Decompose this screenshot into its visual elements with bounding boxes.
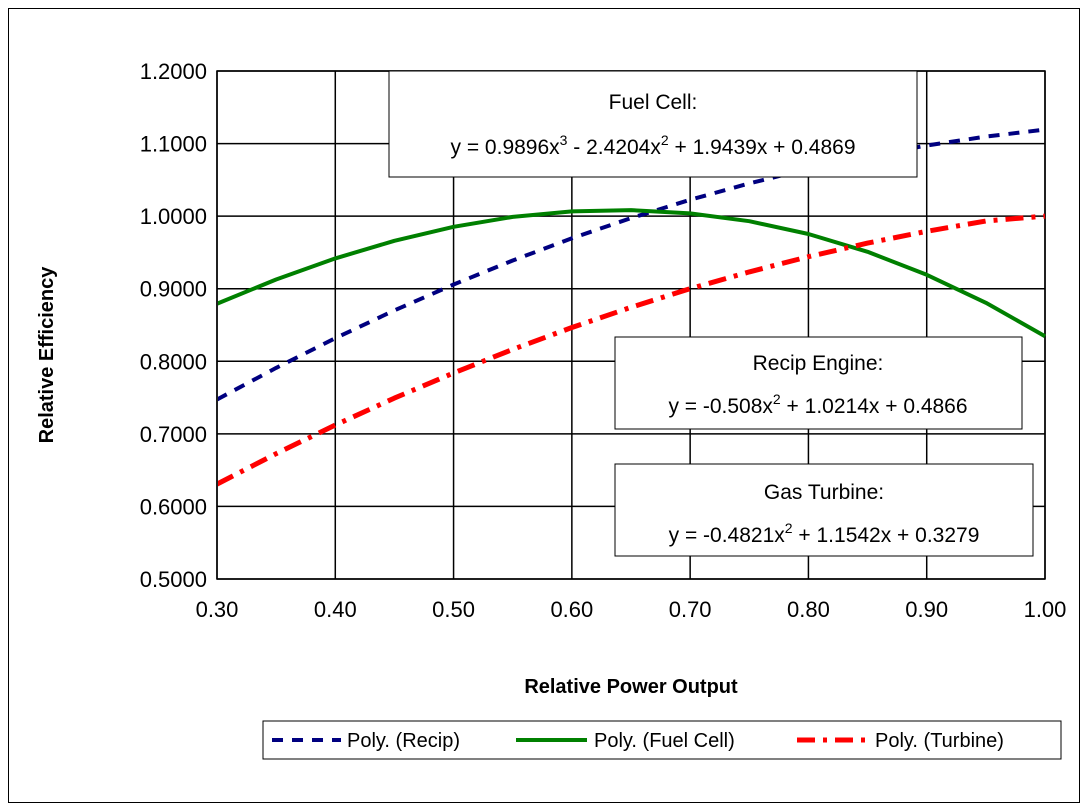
y-tick-label-1: 0.6000: [140, 494, 207, 519]
y-tick-label-2: 0.7000: [140, 422, 207, 447]
x-tick-label-6: 0.90: [905, 597, 948, 622]
x-tick-label-1: 0.40: [314, 597, 357, 622]
x-tick-label-4: 0.70: [669, 597, 712, 622]
annotation-turbine: Gas Turbine: y = -0.4821x2 + 1.1542x + 0…: [614, 463, 1034, 557]
annotation-fuel-cell-equation: y = 0.9896x3 - 2.4204x2 + 1.9439x + 0.48…: [451, 132, 856, 159]
x-tick-label-7: 1.00: [1024, 597, 1067, 622]
annotation-fuel-cell-label: Fuel Cell:: [609, 91, 698, 114]
y-tick-label-4: 0.9000: [140, 277, 207, 302]
y-tick-label-3: 0.8000: [140, 349, 207, 374]
chart-svg: 0.30 0.40 0.50 0.60 0.70 0.80 0.90 1.00 0.5000 0.…: [36, 59, 1067, 760]
x-tick-label-5: 0.80: [787, 597, 830, 622]
annotation-turbine-label: Gas Turbine:: [764, 481, 884, 504]
y-tick-label-7: 1.2000: [140, 59, 207, 84]
y-tick-label-6: 1.1000: [140, 132, 207, 157]
y-tick-label-5: 1.0000: [140, 204, 207, 229]
legend-label-recip: Poly. (Recip): [347, 730, 460, 752]
legend-item-fuel-cell: Poly. (Fuel Cell): [516, 730, 735, 752]
series-fuel-cell-line: [218, 208, 1046, 338]
y-axis-label: Relative Efficiency: [36, 266, 58, 444]
x-axis-label: Relative Power Output: [524, 676, 738, 698]
y-tick-label-0: 0.5000: [140, 567, 207, 592]
annotation-recip-equation: y = -0.508x2 + 1.0214x + 0.4866: [668, 391, 967, 418]
legend-label-fuel-cell: Poly. (Fuel Cell): [594, 730, 735, 752]
legend-label-turbine: Poly. (Turbine): [875, 730, 1004, 752]
legend-item-turbine: Poly. (Turbine): [797, 730, 1004, 752]
tick-labels: 0.30 0.40 0.50 0.60 0.70 0.80 0.90 1.00 0.5000 0.…: [140, 59, 1067, 622]
x-tick-label-0: 0.30: [196, 597, 239, 622]
series-layer: [218, 127, 1046, 487]
x-tick-label-2: 0.50: [432, 597, 475, 622]
legend-item-recip: Poly. (Recip): [272, 730, 460, 752]
annotation-recip: Recip Engine: y = -0.508x2 + 1.0214x + 0…: [614, 336, 1023, 430]
chart-frame: 0.30 0.40 0.50 0.60 0.70 0.80 0.90 1.00 0.5000 0.…: [8, 8, 1080, 803]
series-turbine-line: [218, 213, 1046, 487]
annotation-fuel-cell: Fuel Cell: y = 0.9896x3 - 2.4204x2 + 1.9…: [388, 70, 918, 178]
legend: Poly. (Recip) Poly. (Fuel Cell) Poly. (T…: [262, 720, 1062, 760]
annotation-recip-label: Recip Engine:: [753, 352, 884, 375]
annotation-turbine-equation: y = -0.4821x2 + 1.1542x + 0.3279: [669, 520, 980, 547]
x-tick-label-3: 0.60: [550, 597, 593, 622]
